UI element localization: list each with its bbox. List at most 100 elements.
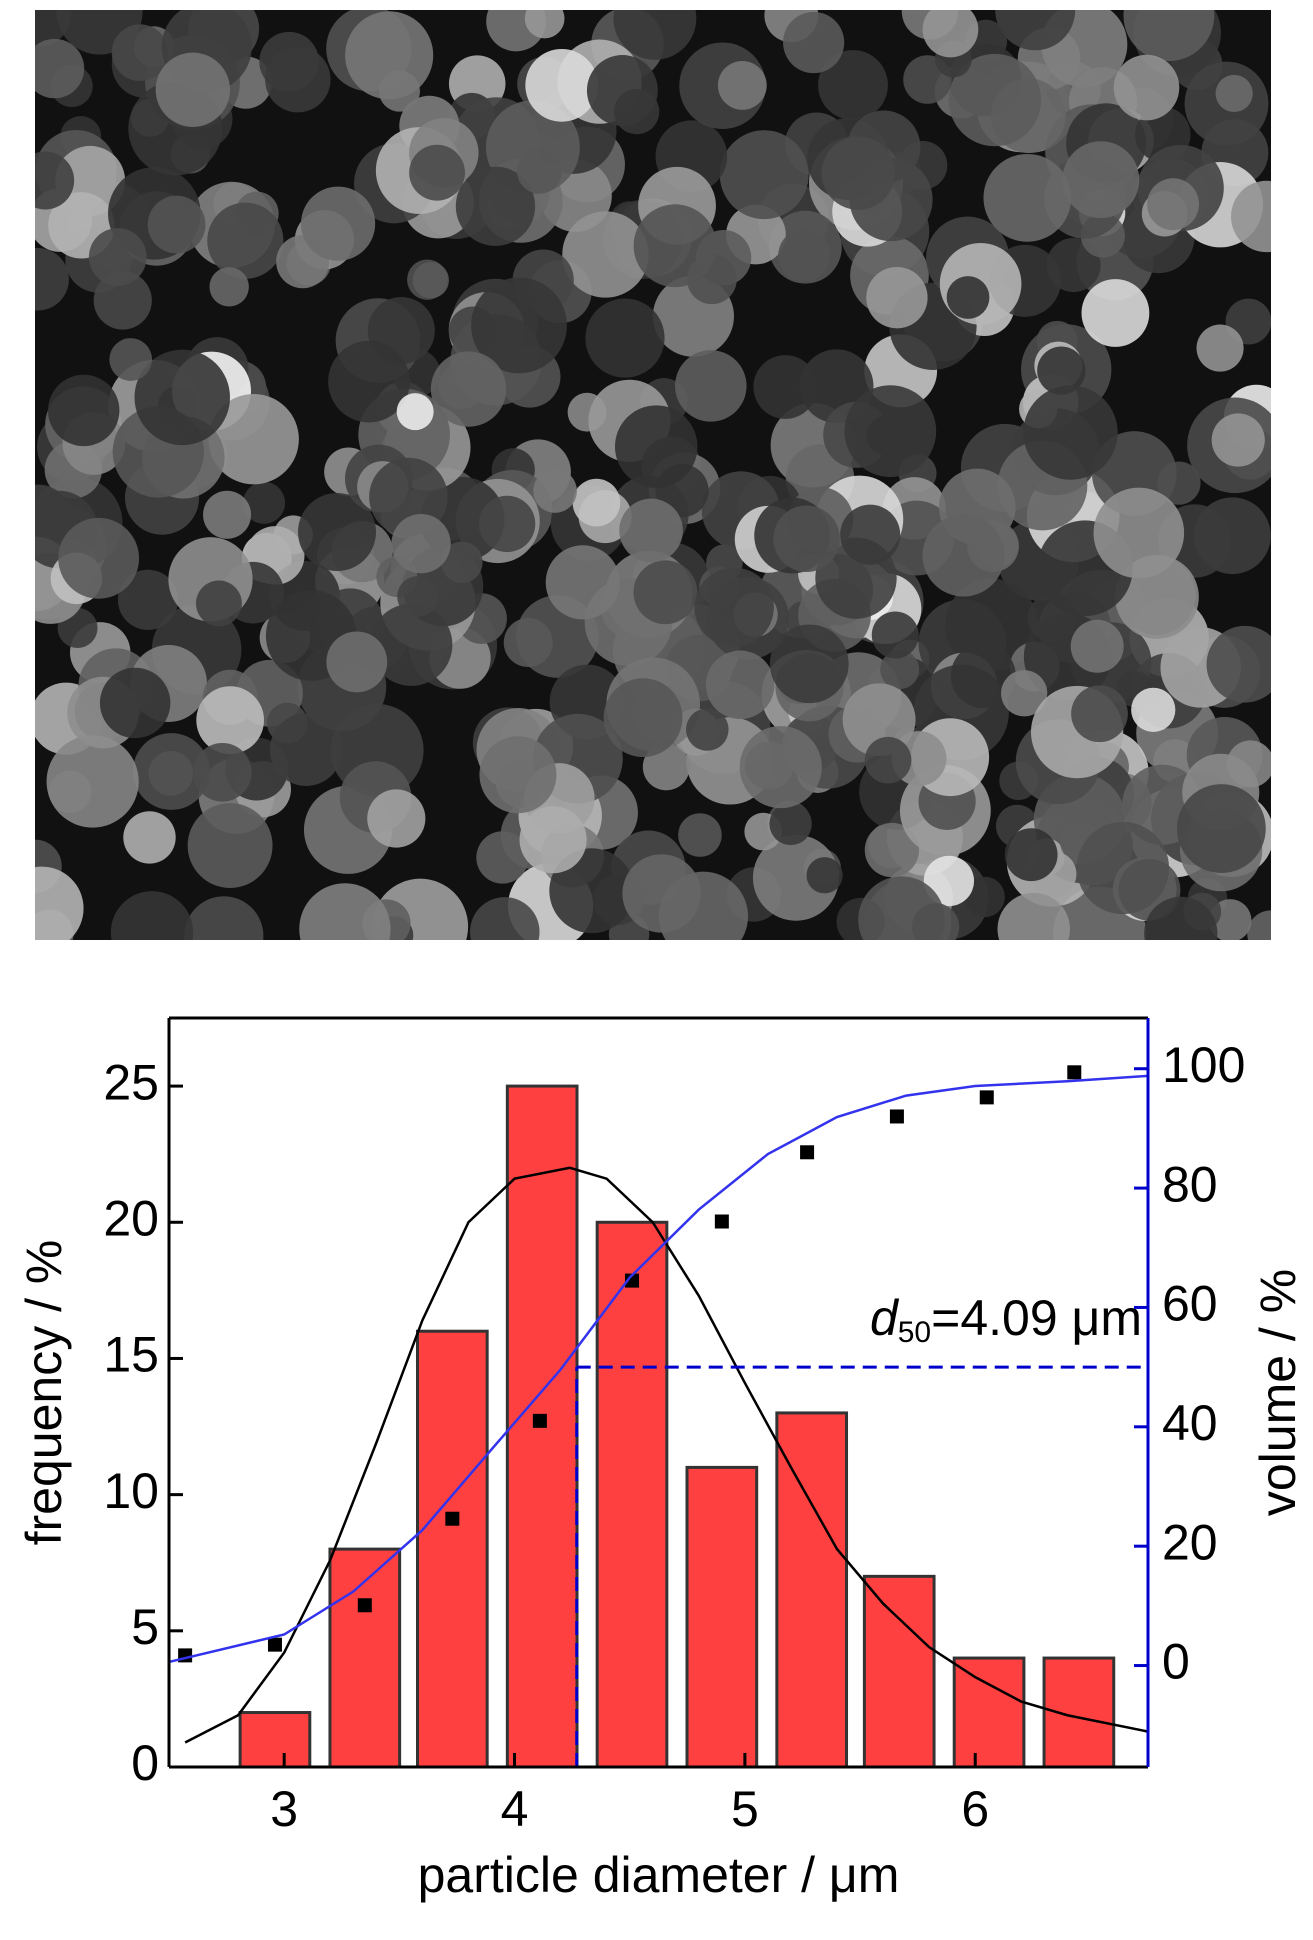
- sem-particle: [187, 803, 273, 888]
- sem-particle: [1093, 487, 1185, 579]
- sem-particle: [93, 271, 152, 330]
- sem-particle: [866, 415, 907, 456]
- sem-particle: [603, 678, 683, 758]
- sem-particle: [1206, 625, 1271, 703]
- sem-particle: [840, 504, 901, 565]
- sem-particle: [871, 611, 919, 659]
- x-axis-label: particle diameter / μm: [418, 1847, 900, 1903]
- sem-particle: [525, 48, 599, 122]
- sem-particle: [864, 736, 912, 784]
- sem-particle: [995, 10, 1076, 51]
- sem-particle: [549, 848, 635, 934]
- sem-particle: [134, 349, 231, 446]
- sem-particle: [345, 11, 434, 100]
- sem-particle: [193, 743, 252, 802]
- sem-particle: [208, 393, 299, 485]
- data-point: [357, 1598, 372, 1613]
- sem-particle: [46, 735, 139, 828]
- sem-particle: [922, 514, 1005, 597]
- bar: [952, 1656, 1026, 1769]
- sem-particle: [470, 897, 540, 940]
- sem-particle: [195, 580, 242, 627]
- sem-particle: [58, 517, 140, 599]
- bar: [415, 1329, 489, 1769]
- bar: [862, 1574, 936, 1769]
- data-point: [445, 1511, 460, 1526]
- y-tick-label: 25: [103, 1054, 159, 1110]
- sem-particle: [1215, 74, 1253, 113]
- bar: [328, 1547, 402, 1769]
- sem-particle: [1196, 324, 1244, 372]
- sem-particle: [880, 649, 920, 690]
- sem-particle: [821, 136, 895, 210]
- sem-particle: [48, 374, 120, 447]
- sem-particle: [585, 298, 665, 378]
- sem-particle: [719, 130, 809, 220]
- sem-particle: [479, 736, 557, 814]
- bar: [238, 1711, 312, 1769]
- data-point: [800, 1145, 815, 1160]
- y-tick-label: 0: [131, 1735, 159, 1791]
- sem-particle: [1131, 687, 1176, 732]
- sem-particle: [517, 148, 562, 194]
- sem-particle: [269, 713, 343, 786]
- sem-particle: [964, 876, 1005, 918]
- sem-particle: [923, 855, 975, 907]
- sem-particle: [1247, 910, 1271, 940]
- y2-tick-label: 60: [1162, 1276, 1218, 1332]
- data-point: [532, 1413, 547, 1428]
- sem-particle: [455, 166, 536, 246]
- fit-curve: [184, 1166, 1149, 1744]
- annotation: d50=4.09 μm: [870, 1290, 1142, 1349]
- sem-particle: [783, 11, 845, 74]
- sem-particle: [326, 631, 388, 693]
- sem-particle: [739, 725, 822, 809]
- sem-particle: [717, 60, 767, 110]
- sem-particle: [409, 144, 465, 201]
- sem-particle: [88, 228, 147, 286]
- sem-particle: [471, 277, 567, 374]
- sem-particle: [132, 733, 210, 810]
- sem-particle: [1147, 178, 1200, 231]
- data-point: [1067, 1065, 1082, 1080]
- sem-particle: [35, 38, 85, 99]
- sem-particle: [430, 351, 507, 427]
- data-point: [889, 1109, 904, 1124]
- sem-particle: [397, 576, 439, 617]
- sem-particle: [613, 10, 697, 60]
- data-point: [979, 1090, 994, 1105]
- y-tick-label: 10: [103, 1463, 159, 1519]
- sem-particle: [1081, 279, 1150, 347]
- sem-particle: [503, 618, 553, 668]
- sem-particle: [950, 643, 1016, 709]
- sem-particle: [686, 708, 729, 751]
- sem-particle: [123, 811, 176, 864]
- sem-particle: [203, 490, 252, 539]
- sem-particle: [778, 229, 831, 282]
- sem-particle: [562, 211, 649, 298]
- x-tick-label: 5: [731, 1781, 759, 1837]
- sem-particle: [299, 883, 391, 940]
- sem-particle: [1062, 141, 1140, 219]
- sem-particle: [35, 151, 75, 210]
- sem-particle: [117, 569, 179, 630]
- sem-particle: [111, 24, 169, 81]
- sem-particle: [1211, 413, 1265, 467]
- sem-image: [35, 10, 1271, 940]
- y2-axis-label: volume / %: [1250, 1269, 1306, 1516]
- sem-particle: [110, 891, 194, 940]
- x-tick-label: 3: [270, 1781, 298, 1837]
- annotation-text: =4.09 μm: [931, 1290, 1142, 1346]
- sem-particle: [912, 903, 960, 940]
- sem-particle: [184, 896, 264, 940]
- sem-particle: [476, 831, 529, 884]
- sem-particle: [752, 834, 839, 921]
- y-tick-label: 15: [103, 1327, 159, 1383]
- sem-particle: [207, 202, 284, 279]
- sem-particle: [946, 276, 990, 319]
- sem-particle: [753, 355, 818, 419]
- sem-particle: [633, 204, 717, 288]
- sem-particle: [1113, 54, 1180, 121]
- sem-particle: [806, 857, 843, 894]
